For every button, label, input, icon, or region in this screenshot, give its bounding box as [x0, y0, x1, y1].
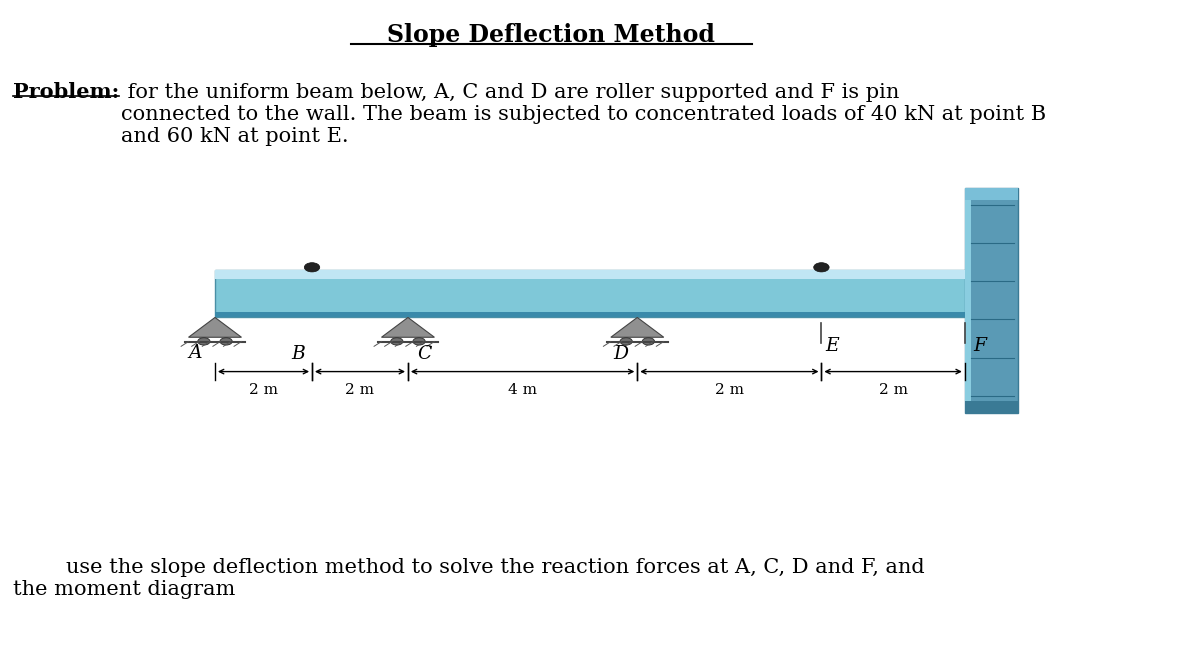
- Circle shape: [220, 338, 233, 345]
- Circle shape: [620, 338, 632, 345]
- Text: F: F: [973, 337, 986, 355]
- FancyBboxPatch shape: [215, 312, 965, 317]
- Text: 2 m: 2 m: [715, 383, 744, 397]
- Polygon shape: [382, 317, 434, 337]
- Text: B: B: [290, 345, 305, 363]
- Circle shape: [642, 338, 654, 345]
- Polygon shape: [611, 317, 664, 337]
- Text: for the uniform beam below, A, C and D are roller supported and F is pin
connect: for the uniform beam below, A, C and D a…: [121, 82, 1046, 145]
- Text: A: A: [188, 344, 202, 362]
- Circle shape: [305, 263, 319, 272]
- Circle shape: [391, 338, 403, 345]
- Text: 2 m: 2 m: [250, 383, 278, 397]
- Text: D: D: [613, 345, 629, 363]
- FancyBboxPatch shape: [215, 270, 965, 279]
- Text: 2 m: 2 m: [346, 383, 374, 397]
- FancyBboxPatch shape: [965, 188, 971, 412]
- FancyBboxPatch shape: [965, 188, 1018, 412]
- Text: Problem:: Problem:: [13, 82, 120, 102]
- Text: 2 m: 2 m: [878, 383, 907, 397]
- FancyBboxPatch shape: [215, 270, 965, 317]
- Text: C: C: [418, 345, 432, 363]
- Text: Slope Deflection Method: Slope Deflection Method: [388, 23, 715, 47]
- Circle shape: [413, 338, 425, 345]
- Polygon shape: [188, 317, 241, 337]
- Text: E: E: [826, 337, 839, 355]
- FancyBboxPatch shape: [965, 188, 1018, 200]
- Circle shape: [814, 263, 829, 272]
- Text: use the slope deflection method to solve the reaction forces at A, C, D and F, a: use the slope deflection method to solve…: [13, 558, 925, 599]
- Text: 4 m: 4 m: [508, 383, 538, 397]
- Circle shape: [198, 338, 210, 345]
- FancyBboxPatch shape: [965, 401, 1018, 412]
